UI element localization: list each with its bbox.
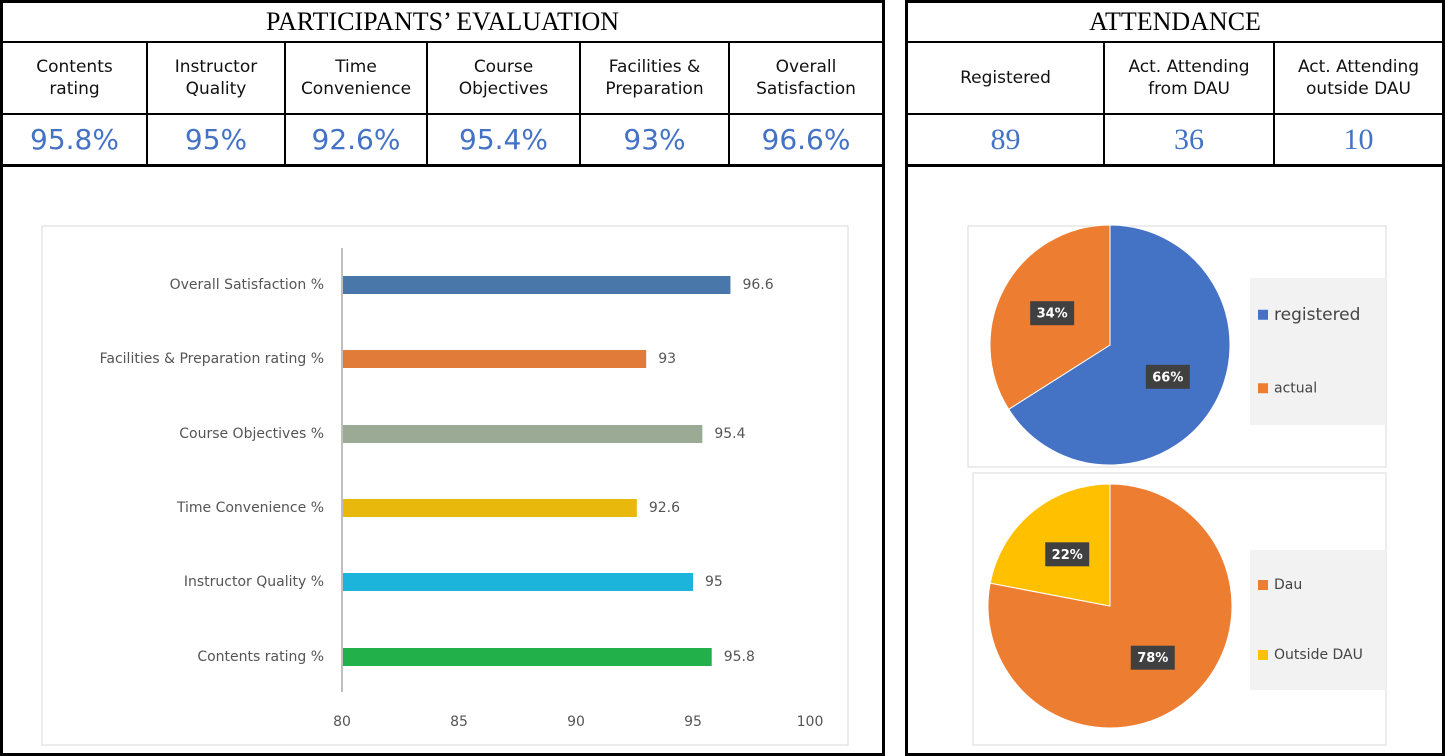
header-cell: Time Convenience (286, 43, 428, 113)
data-label: 22% (1052, 548, 1083, 563)
category-label: Instructor Quality % (184, 574, 324, 590)
bar (342, 573, 693, 591)
label-box (1130, 645, 1175, 670)
x-tick-label: 85 (450, 714, 468, 730)
bar (342, 648, 712, 666)
x-tick-label: 100 (797, 714, 824, 730)
header-row: Registered Act. Attending from DAU Act. At… (908, 43, 1442, 115)
value-cell: 89 (908, 115, 1105, 164)
value-label: 92.6 (649, 500, 680, 516)
legend-label: actual (1274, 380, 1317, 396)
evaluation-title: PARTICIPANTS’ EVALUATION (3, 3, 882, 43)
label-box (1145, 364, 1190, 389)
evaluation-table: PARTICIPANTS’ EVALUATION Contents rating… (0, 0, 885, 756)
header-cell: Instructor Quality (148, 43, 286, 113)
legend-label: registered (1274, 305, 1360, 325)
data-label: 66% (1152, 370, 1183, 385)
legend-box (1250, 550, 1386, 690)
bar (342, 425, 703, 443)
header-cell: Overall Satisfaction (756, 57, 856, 99)
bar-chart-frame (41, 225, 849, 746)
value-cell: 95.8% (3, 115, 148, 164)
label-box (1045, 542, 1090, 567)
header-cell: Facilities & Preparation (581, 43, 730, 113)
data-label: 78% (1137, 651, 1168, 666)
legend-swatch (1258, 580, 1268, 590)
legend-label: Dau (1274, 577, 1302, 593)
value-cell: 96.6% (761, 123, 851, 156)
attendance-table: ATTENDANCE Registered Act. Attending from… (905, 0, 1445, 756)
category-label: Contents rating % (197, 649, 324, 665)
value-cell: 95% (148, 115, 286, 164)
pie-slice (1007, 224, 1231, 466)
x-tick-label: 95 (684, 714, 702, 730)
label-box (1030, 301, 1075, 326)
attendance-title: ATTENDANCE (908, 3, 1442, 43)
legend-box (1250, 278, 1386, 425)
x-tick-label: 80 (333, 714, 351, 730)
value-label: 96.6 (742, 277, 773, 293)
legend-swatch (1258, 383, 1268, 394)
legend-swatch (1258, 650, 1268, 660)
x-tick-label: 90 (567, 714, 585, 730)
category-label: Course Objectives % (179, 426, 324, 442)
value-label: 95.8 (724, 649, 755, 665)
category-label: Overall Satisfaction % (170, 277, 324, 293)
value-cell: 36 (1105, 115, 1275, 164)
value-label: 95.4 (714, 426, 745, 442)
legend-label: Outside DAU (1274, 647, 1363, 663)
header-cell: Contents rating (3, 43, 148, 113)
bar (342, 499, 637, 517)
legend-swatch (1258, 309, 1268, 320)
header-cell: Act. Attending from DAU (1105, 43, 1275, 113)
value-row: 89 36 10 (908, 115, 1442, 167)
header-row: Contents rating Instructor Quality Time Co… (3, 43, 882, 115)
header-cell: Course Objectives (428, 43, 581, 113)
value-cell: 93% (581, 115, 730, 164)
data-label: 34% (1037, 307, 1068, 322)
header-cell: Registered (908, 43, 1105, 113)
value-cell: 92.6% (286, 115, 428, 164)
value-label: 95 (705, 574, 723, 590)
category-label: Facilities & Preparation rating % (100, 351, 324, 367)
value-cell: 10 (1343, 122, 1374, 156)
header-cell: Act. Attending outside DAU (1297, 57, 1420, 99)
bar (342, 350, 647, 368)
bar (342, 276, 731, 294)
value-row: 95.8% 95% 92.6% 95.4% 93% 96.6% (3, 115, 882, 167)
value-cell: 95.4% (428, 115, 581, 164)
category-label: Time Convenience % (176, 500, 324, 516)
value-label: 93 (658, 351, 676, 367)
